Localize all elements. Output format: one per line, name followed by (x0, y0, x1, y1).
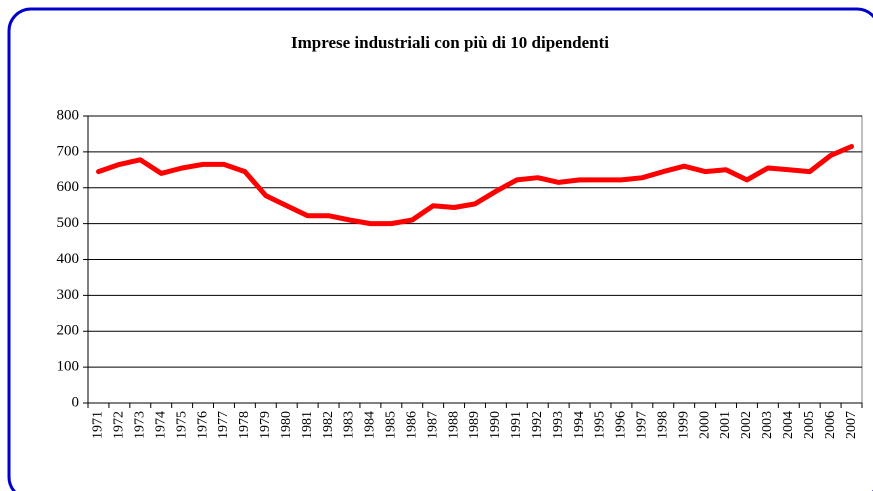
x-tick-label: 1973 (133, 411, 148, 439)
y-tick-label: 100 (57, 359, 80, 375)
x-tick-label: 1996 (614, 411, 629, 439)
x-tick-label: 1981 (300, 411, 315, 439)
x-tick-label: 1995 (593, 411, 608, 439)
x-tick-label: 1977 (216, 411, 231, 439)
x-tick-label: 2003 (760, 411, 775, 439)
x-tick-label: 1990 (488, 411, 503, 439)
series-line (96, 144, 854, 227)
x-tick-label: 1989 (467, 411, 482, 439)
y-tick-label: 200 (57, 323, 80, 339)
x-tick-label: 1991 (509, 411, 524, 439)
x-tick-label: 2005 (802, 411, 817, 439)
x-tick-label: 1998 (655, 411, 670, 439)
y-tick-label: 700 (57, 143, 80, 159)
x-tick-label: 2004 (781, 411, 796, 439)
y-tick-label: 300 (57, 287, 80, 303)
x-tick-label: 1985 (384, 411, 399, 439)
x-tick-label: 2002 (739, 411, 754, 439)
x-tick-label: 1974 (153, 411, 168, 439)
x-tick-label: 1976 (195, 411, 210, 439)
x-tick-label: 1972 (112, 411, 127, 439)
x-tick-label: 1984 (363, 411, 378, 439)
x-tick-label: 1993 (551, 411, 566, 439)
x-tick-label: 1999 (676, 411, 691, 439)
y-tick-label: 500 (57, 215, 80, 231)
y-tick-label: 800 (57, 107, 80, 123)
x-tick-label: 1983 (342, 411, 357, 439)
x-tick-label: 1988 (446, 411, 461, 439)
x-tick-label: 1971 (91, 411, 106, 439)
x-tick-label: 1994 (572, 411, 587, 439)
x-tick-label: 1978 (237, 411, 252, 439)
x-tick-label: 2007 (844, 411, 859, 439)
x-tick-label: 2000 (697, 411, 712, 439)
x-tick-label: 1980 (279, 411, 294, 439)
x-tick-label: 2001 (718, 411, 733, 439)
chart-title: Imprese industriali con più di 10 dipend… (291, 33, 609, 52)
y-tick-label: 0 (72, 394, 80, 410)
x-tick-label: 2006 (823, 411, 838, 439)
x-tick-label: 1992 (530, 411, 545, 439)
x-tick-label: 1987 (425, 411, 440, 439)
x-tick-label: 1986 (404, 411, 419, 439)
x-tick-label: 1997 (635, 411, 650, 439)
x-tick-label: 1982 (321, 411, 336, 439)
x-tick-label: 1979 (258, 411, 273, 439)
x-tick-label: 1975 (174, 411, 189, 439)
y-tick-label: 600 (57, 179, 80, 195)
y-tick-label: 400 (57, 251, 80, 267)
